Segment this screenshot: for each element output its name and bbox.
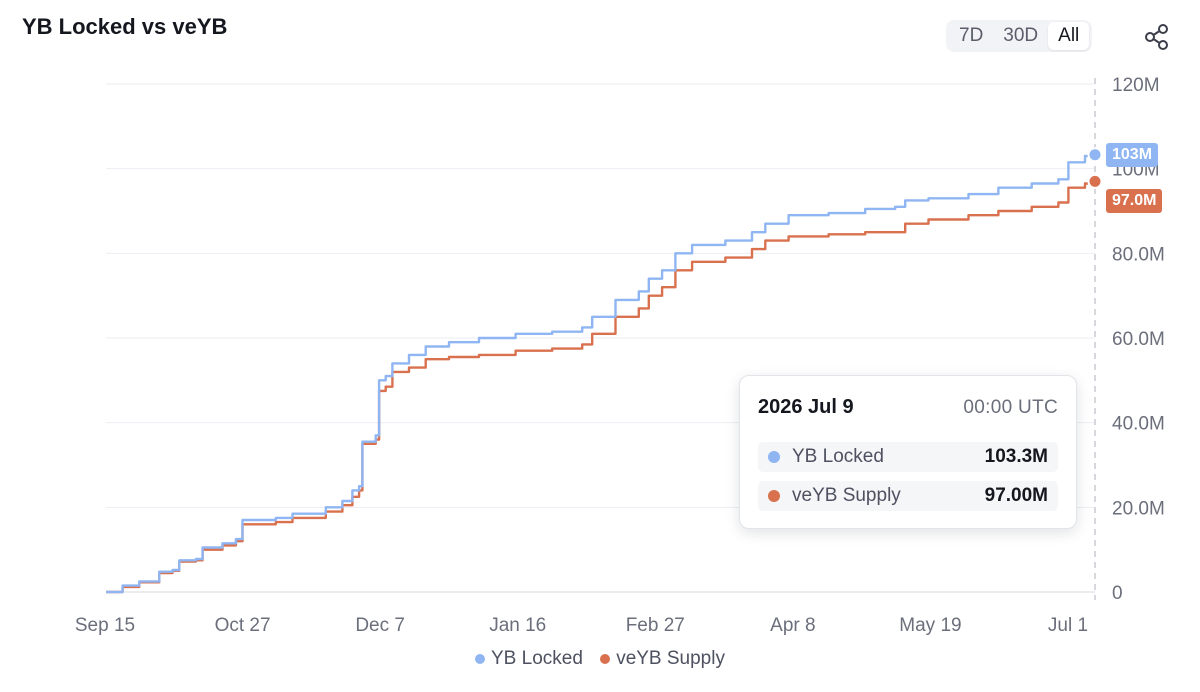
legend-item-veyb-supply[interactable]: veYB Supply — [600, 648, 725, 670]
tooltip: 2026 Jul 9 00:00 UTC YB Locked 103.3M ve… — [739, 375, 1077, 529]
x-tick-label: Oct 27 — [215, 615, 271, 636]
yb-locked-dot-icon — [768, 451, 780, 463]
yb-locked-dot-icon — [475, 654, 485, 664]
y-tick-label: 40.0M — [1112, 414, 1165, 435]
yb-locked-end-point — [1087, 147, 1103, 163]
tooltip-row-yb-locked: YB Locked 103.3M — [758, 442, 1058, 472]
tooltip-time: 00:00 UTC — [963, 397, 1058, 418]
legend-label: veYB Supply — [616, 648, 725, 669]
x-axis: Sep 15 Oct 27 Dec 7 Jan 16 Feb 27 Apr 8 May 19… — [75, 615, 1088, 636]
yb-locked-value-badge: 103M — [1106, 142, 1159, 167]
x-tick-label: Apr 8 — [770, 615, 815, 636]
legend: YB Locked veYB Supply — [0, 648, 1200, 670]
x-tick-label: Jan 16 — [489, 615, 546, 636]
veyb-supply-value-badge: 97.0M — [1106, 189, 1163, 214]
range-30d-button[interactable]: 30D — [1003, 25, 1039, 46]
series — [106, 147, 1103, 594]
range-all-button[interactable]: All — [1048, 22, 1090, 50]
x-tick-label: Jul 1 — [1048, 615, 1088, 636]
range-7d-button[interactable]: 7D — [959, 25, 984, 46]
x-tick-label: Dec 7 — [355, 615, 405, 636]
tooltip-series-name: YB Locked — [792, 446, 884, 467]
veyb-supply-dot-icon — [600, 654, 611, 664]
x-tick-label: May 19 — [899, 615, 961, 636]
y-tick-label: 60.0M — [1112, 329, 1165, 350]
veyb-supply-dot-icon — [768, 490, 780, 502]
y-tick-label: 80.0M — [1112, 244, 1165, 265]
tooltip-row-veyb-supply: veYB Supply 97.00M — [758, 481, 1058, 511]
tooltip-series-value: 103.3M — [984, 446, 1048, 467]
tooltip-series-value: 97.00M — [984, 485, 1048, 506]
y-tick-label: 120M — [1112, 75, 1160, 96]
tooltip-series-name: veYB Supply — [792, 485, 901, 506]
veyb-supply-end-point — [1087, 173, 1103, 189]
legend-item-yb-locked[interactable]: YB Locked — [475, 648, 583, 670]
x-tick-label: Feb 27 — [626, 615, 685, 636]
tooltip-date: 2026 Jul 9 — [758, 396, 854, 418]
share-icon[interactable] — [1142, 22, 1172, 52]
y-tick-label: 20.0M — [1112, 498, 1165, 519]
legend-label: YB Locked — [491, 648, 583, 669]
time-range-selector: 7D 30D All — [946, 20, 1093, 52]
y-tick-label: 0 — [1112, 583, 1123, 604]
veyb-supply-line — [106, 181, 1097, 594]
yb-locked-line — [106, 154, 1097, 594]
chart-title: YB Locked vs veYB — [22, 14, 228, 39]
x-tick-label: Sep 15 — [75, 615, 135, 636]
